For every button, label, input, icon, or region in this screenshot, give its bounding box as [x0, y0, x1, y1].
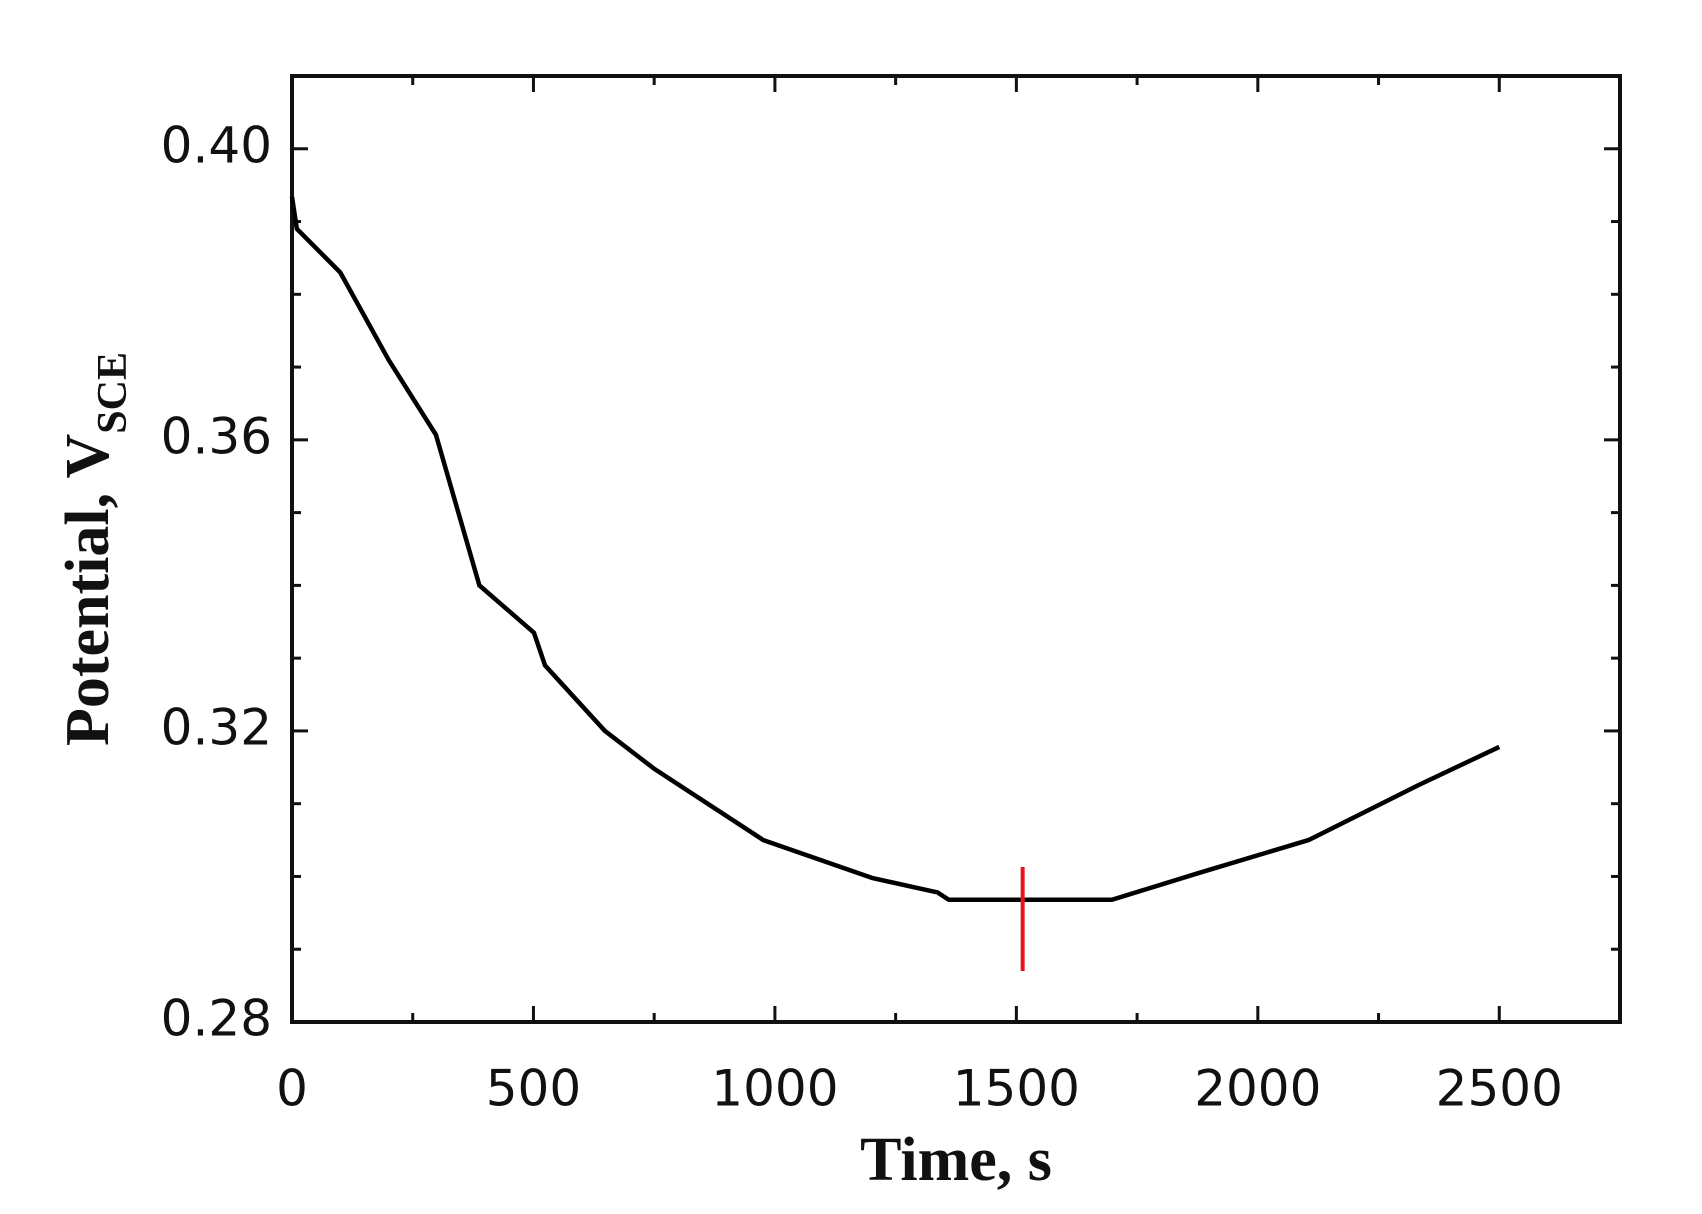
x-tick-label: 1500 [953, 1060, 1080, 1118]
plot-frame [290, 74, 1622, 1024]
x-tick-label: 1000 [711, 1060, 838, 1118]
y-axis-title-main: Potential, V [54, 433, 122, 745]
y-tick-label: 0.40 [161, 116, 272, 174]
y-axis-title-subscript: SCE [90, 352, 136, 434]
y-tick-label: 0.36 [161, 407, 272, 465]
y-axis-title: Potential, VSCE [54, 352, 136, 746]
y-tick-label: 0.28 [161, 990, 272, 1048]
x-tick-label: 2500 [1436, 1060, 1563, 1118]
x-tick-label: 0 [276, 1060, 308, 1118]
x-tick-label: 2000 [1194, 1060, 1321, 1118]
x-tick-label: 500 [486, 1060, 581, 1118]
data-line [289, 196, 1501, 902]
x-axis-title: Time, s [860, 1126, 1052, 1194]
y-tick-label: 0.32 [161, 698, 272, 756]
